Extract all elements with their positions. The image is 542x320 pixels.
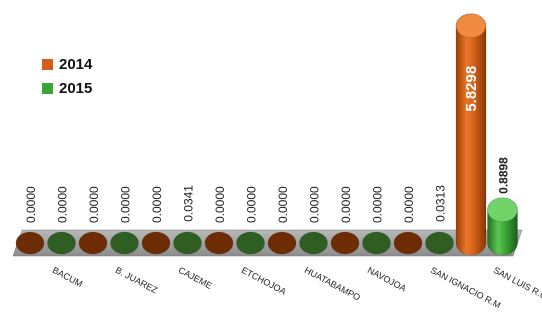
bar-2014-navojoa <box>330 231 360 255</box>
data-label-2015-navojoa: 0.0000 <box>371 186 385 223</box>
data-label-2015-san-luis-r-c: 0.8898 <box>497 157 511 194</box>
bar-2015-san-ignacio-r-m <box>425 231 454 255</box>
legend-swatch-2014 <box>42 58 53 70</box>
category-label-san-luis-r-c: SAN LUIS R.C. <box>492 265 542 303</box>
chart-legend: 2014 2015 <box>42 52 92 100</box>
bar-2015-bacum <box>47 231 76 255</box>
data-label-2015-b-juarez: 0.0000 <box>119 186 133 223</box>
bar-2014-san-luis-r-c <box>455 13 487 256</box>
bar-2014-bacum <box>15 231 45 255</box>
category-label-bacum: BACUM <box>51 265 84 289</box>
bar-2015-huatabampo <box>299 231 328 255</box>
category-label-etchojoa: ETCHOJOA <box>240 265 288 297</box>
category-label-san-ignacio-r-m: SAN IGNACIO R.M <box>429 265 503 310</box>
bar-2014-etchojoa <box>204 231 234 255</box>
bar-2015-cajeme <box>173 231 202 255</box>
category-label-huatabampo: HUATABAMPO <box>303 265 362 303</box>
data-label-2014-huatabampo: 0.0000 <box>276 186 290 223</box>
category-label-cajeme: CAJEME <box>177 265 214 291</box>
legend-label-2015: 2015 <box>59 79 93 97</box>
data-label-2014-cajeme: 0.0000 <box>150 186 164 223</box>
bar-2015-navojoa <box>362 231 391 255</box>
bar-2014-huatabampo <box>267 231 297 255</box>
data-label-2014-san-ignacio-r-m: 0.0000 <box>402 186 416 223</box>
bar-2015-san-luis-r-c-top <box>487 197 518 223</box>
data-label-2015-cajeme: 0.0341 <box>182 185 196 222</box>
category-label-b-juarez: B. JUAREZ <box>114 265 160 296</box>
data-label-2015-bacum: 0.0000 <box>56 186 70 223</box>
bar-2014-san-ignacio-r-m <box>393 231 423 255</box>
chart-floor <box>12 229 523 257</box>
data-label-2014-bacum: 0.0000 <box>24 186 38 223</box>
data-label-2015-etchojoa: 0.0000 <box>245 186 259 223</box>
data-label-2014-b-juarez: 0.0000 <box>87 186 101 223</box>
data-label-2014-san-luis-r-c: 5.8298 <box>463 66 480 112</box>
data-label-2015-san-ignacio-r-m: 0.0313 <box>434 185 448 222</box>
data-label-2015-huatabampo: 0.0000 <box>308 186 322 223</box>
legend-label-2014: 2014 <box>59 55 93 73</box>
bar-2014-san-luis-r-c-top <box>455 13 487 39</box>
legend-swatch-2015 <box>42 82 53 94</box>
data-label-2014-navojoa: 0.0000 <box>339 186 353 223</box>
bar-2015-etchojoa <box>236 231 265 255</box>
category-label-navojoa: NAVOJOA <box>366 265 408 294</box>
bar-2014-b-juarez <box>78 231 108 255</box>
bar-2014-cajeme <box>141 231 171 255</box>
legend-item-2014: 2014 <box>42 52 92 76</box>
data-label-2014-etchojoa: 0.0000 <box>213 186 227 223</box>
bar-2015-b-juarez <box>110 231 139 255</box>
legend-item-2015: 2015 <box>42 76 92 100</box>
